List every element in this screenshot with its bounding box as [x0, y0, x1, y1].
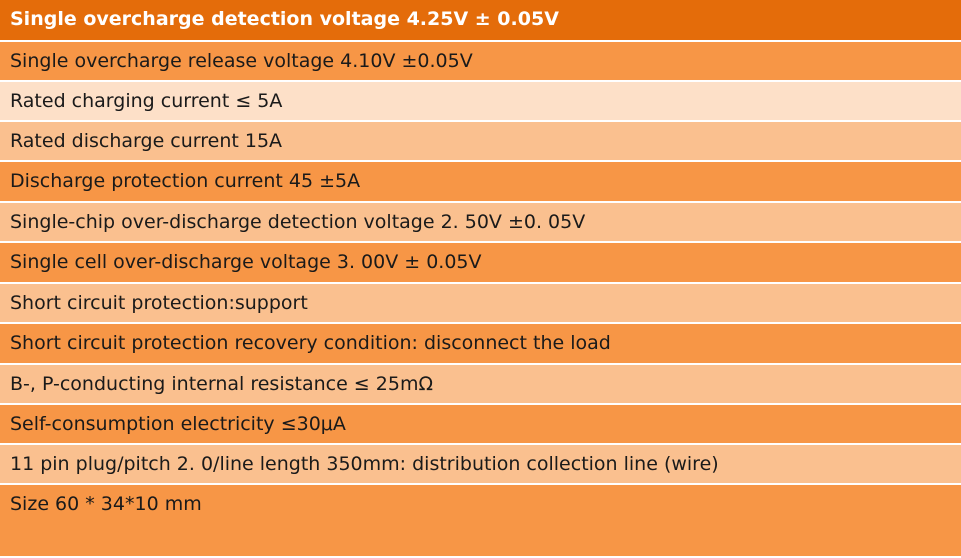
cell-text: Single overcharge detection voltage 4.25… — [10, 8, 559, 30]
cell-text: Short circuit protection:support — [10, 292, 308, 314]
spec-row: Rated charging current ≤ 5A — [0, 82, 961, 122]
cell-text: Self-consumption electricity ≤30μA — [10, 413, 346, 435]
cell-text: Single cell over-discharge voltage 3. 00… — [10, 251, 482, 273]
cell-text: Size 60 * 34*10 mm — [10, 493, 202, 515]
spec-row: Single-chip over-discharge detection vol… — [0, 203, 961, 243]
spec-row: Short circuit protection recovery condit… — [0, 324, 961, 365]
header-row: Single overcharge detection voltage 4.25… — [0, 0, 961, 42]
spec-row: Short circuit protection:support — [0, 284, 961, 324]
cell-text: Discharge protection current 45 ±5A — [10, 170, 361, 192]
spec-row: Discharge protection current 45 ±5A — [0, 162, 961, 203]
spec-row: Single overcharge release voltage 4.10V … — [0, 42, 961, 82]
spec-row: Self-consumption electricity ≤30μA — [0, 405, 961, 445]
spec-row: Single cell over-discharge voltage 3. 00… — [0, 243, 961, 284]
cell-text: Rated charging current ≤ 5A — [10, 90, 283, 112]
cell-text: 11 pin plug/pitch 2. 0/line length 350mm… — [10, 453, 719, 475]
cell-text: Rated discharge current 15A — [10, 130, 283, 152]
cell-text: Single-chip over-discharge detection vol… — [10, 211, 586, 233]
spec-row: 11 pin plug/pitch 2. 0/line length 350mm… — [0, 445, 961, 485]
cell-text: Single overcharge release voltage 4.10V … — [10, 50, 473, 72]
spec-row: Size 60 * 34*10 mm — [0, 485, 961, 558]
cell-text: B-, P-conducting internal resistance ≤ 2… — [10, 373, 433, 395]
spec-row: B-, P-conducting internal resistance ≤ 2… — [0, 365, 961, 405]
cell-text: Short circuit protection recovery condit… — [10, 332, 611, 354]
spec-row: Rated discharge current 15A — [0, 122, 961, 162]
